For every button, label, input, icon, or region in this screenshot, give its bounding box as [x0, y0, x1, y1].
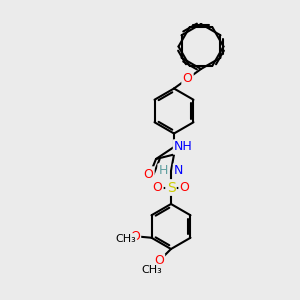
Text: NH: NH	[174, 140, 193, 154]
Text: O: O	[180, 181, 189, 194]
Text: O: O	[154, 254, 164, 268]
Text: O: O	[153, 181, 162, 194]
Text: S: S	[167, 181, 176, 194]
Text: O: O	[130, 230, 140, 243]
Text: CH₃: CH₃	[141, 265, 162, 275]
Text: O: O	[144, 167, 153, 181]
Text: CH₃: CH₃	[115, 234, 136, 244]
Text: N: N	[174, 164, 183, 178]
Text: H: H	[159, 164, 168, 178]
Text: O: O	[183, 72, 192, 85]
